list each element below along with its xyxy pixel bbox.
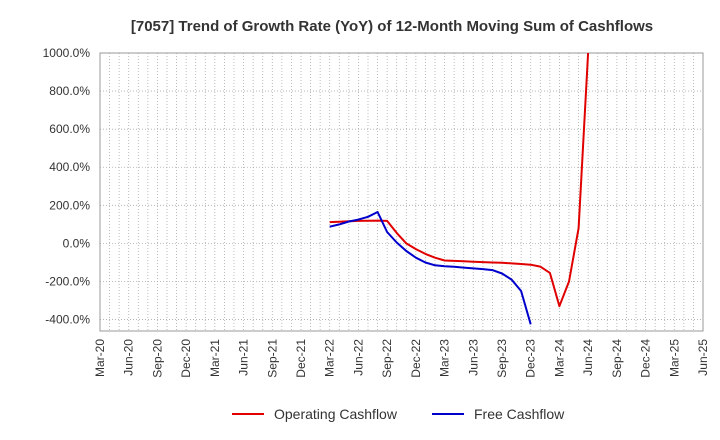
x-tick-label: Mar-23 xyxy=(438,339,452,377)
plot-area-border xyxy=(99,52,704,332)
x-tick-label: Jun-22 xyxy=(351,339,365,376)
x-tick-label: Mar-21 xyxy=(208,339,222,377)
x-tick-label: Sep-23 xyxy=(495,339,509,378)
x-tick-label: Mar-20 xyxy=(93,339,107,377)
x-tick-label: Dec-21 xyxy=(294,339,308,378)
legend-label-operating-cashflow: Operating Cashflow xyxy=(274,406,398,422)
x-tick-label: Jun-25 xyxy=(696,339,710,376)
x-tick-label: Jun-24 xyxy=(581,339,595,376)
y-tick-label: 200.0% xyxy=(49,198,90,212)
x-tick-label: Dec-22 xyxy=(409,339,423,378)
y-tick-label: 1000.0% xyxy=(43,46,91,60)
legend-label-free-cashflow: Free Cashflow xyxy=(474,406,565,422)
legend: Operating Cashflow Free Cashflow xyxy=(232,406,565,422)
y-axis-ticks: 1000.0% 800.0% 600.0% 400.0% 200.0% 0.0% -200.… xyxy=(43,46,91,327)
x-axis-ticks: Mar-20 Jun-20 Sep-20 Dec-20 Mar-21 Jun-21 Sep-… xyxy=(93,339,710,378)
x-tick-label: Mar-24 xyxy=(552,339,566,377)
x-tick-label: Sep-24 xyxy=(610,339,624,378)
y-tick-label: -400.0% xyxy=(45,313,90,327)
x-tick-label: Mar-25 xyxy=(667,339,681,377)
x-tick-label: Sep-21 xyxy=(265,339,279,378)
y-tick-label: 600.0% xyxy=(49,122,90,136)
x-tick-label: Dec-24 xyxy=(639,339,653,378)
x-tick-label: Jun-20 xyxy=(122,339,136,376)
y-tick-label: 800.0% xyxy=(49,84,90,98)
chart-title: [7057] Trend of Growth Rate (YoY) of 12-… xyxy=(131,18,653,35)
x-tick-label: Mar-22 xyxy=(323,339,337,377)
y-tick-label: -200.0% xyxy=(45,274,90,288)
x-tick-label: Sep-20 xyxy=(150,339,164,378)
series-line-operating-cashflow xyxy=(329,52,590,308)
x-tick-label: Dec-23 xyxy=(524,339,538,378)
x-tick-label: Sep-22 xyxy=(380,339,394,378)
series-line-free-cashflow xyxy=(329,211,532,325)
grid-layer xyxy=(99,52,704,331)
y-tick-label: 0.0% xyxy=(63,236,91,250)
x-tick-label: Jun-21 xyxy=(237,339,251,376)
y-tick-label: 400.0% xyxy=(49,160,90,174)
x-tick-label: Jun-23 xyxy=(466,339,480,376)
series-layer xyxy=(329,52,590,325)
x-tick-label: Dec-20 xyxy=(179,339,193,378)
